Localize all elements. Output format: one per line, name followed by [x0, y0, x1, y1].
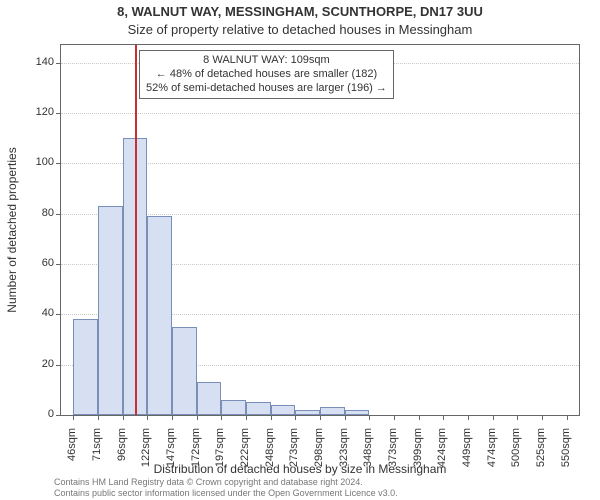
xtick-label: 550sqm	[560, 428, 572, 488]
ytick-label: 120	[14, 106, 54, 118]
ytick-label: 140	[14, 56, 54, 68]
gridline-h	[61, 113, 579, 114]
histogram-bar	[345, 410, 370, 415]
xtick-label: 197sqm	[214, 428, 226, 488]
xtick-mark	[295, 415, 296, 420]
plot-area: 8 WALNUT WAY: 109sqm← 48% of detached ho…	[60, 44, 580, 416]
histogram-chart: 8, WALNUT WAY, MESSINGHAM, SCUNTHORPE, D…	[0, 0, 600, 500]
xtick-label: 46sqm	[66, 428, 78, 488]
xtick-mark	[369, 415, 370, 420]
xtick-label: 222sqm	[239, 428, 251, 488]
histogram-bar	[172, 327, 197, 415]
xtick-mark	[542, 415, 543, 420]
histogram-bar	[221, 400, 246, 415]
histogram-bar	[197, 382, 222, 415]
ytick-mark	[56, 365, 61, 366]
xtick-label: 122sqm	[140, 428, 152, 488]
xtick-mark	[246, 415, 247, 420]
xtick-mark	[221, 415, 222, 420]
chart-title-1: 8, WALNUT WAY, MESSINGHAM, SCUNTHORPE, D…	[0, 4, 600, 19]
annotation-line: ← 48% of detached houses are smaller (18…	[146, 68, 387, 82]
xtick-mark	[98, 415, 99, 420]
chart-title-2: Size of property relative to detached ho…	[0, 22, 600, 37]
reference-line	[135, 45, 137, 415]
histogram-bar	[295, 410, 320, 415]
ytick-mark	[56, 163, 61, 164]
xtick-label: 474sqm	[486, 428, 498, 488]
xtick-label: 323sqm	[338, 428, 350, 488]
xtick-mark	[567, 415, 568, 420]
xtick-label: 348sqm	[362, 428, 374, 488]
ytick-mark	[56, 214, 61, 215]
ytick-label: 60	[14, 257, 54, 269]
xtick-label: 273sqm	[288, 428, 300, 488]
ytick-label: 80	[14, 207, 54, 219]
histogram-bar	[320, 407, 345, 415]
histogram-bar	[98, 206, 123, 415]
xtick-mark	[493, 415, 494, 420]
xtick-label: 399sqm	[412, 428, 424, 488]
xtick-mark	[419, 415, 420, 420]
xtick-label: 147sqm	[165, 428, 177, 488]
xtick-mark	[271, 415, 272, 420]
xtick-label: 424sqm	[436, 428, 448, 488]
annotation-line: 8 WALNUT WAY: 109sqm	[146, 54, 387, 68]
xtick-label: 71sqm	[91, 428, 103, 488]
xtick-mark	[468, 415, 469, 420]
histogram-bar	[271, 405, 296, 415]
xtick-mark	[147, 415, 148, 420]
xtick-mark	[73, 415, 74, 420]
xtick-mark	[197, 415, 198, 420]
xtick-label: 298sqm	[313, 428, 325, 488]
histogram-bar	[73, 319, 98, 415]
ytick-label: 40	[14, 307, 54, 319]
xtick-label: 500sqm	[510, 428, 522, 488]
annotation-line: 52% of semi-detached houses are larger (…	[146, 82, 387, 96]
xtick-mark	[517, 415, 518, 420]
xtick-label: 373sqm	[387, 428, 399, 488]
ytick-mark	[56, 113, 61, 114]
y-axis-label: Number of detached properties	[5, 147, 19, 312]
xtick-label: 172sqm	[190, 428, 202, 488]
histogram-bar	[147, 216, 172, 415]
xtick-mark	[172, 415, 173, 420]
ytick-mark	[56, 264, 61, 265]
ytick-mark	[56, 415, 61, 416]
xtick-label: 96sqm	[116, 428, 128, 488]
xtick-mark	[394, 415, 395, 420]
xtick-label: 449sqm	[461, 428, 473, 488]
xtick-mark	[345, 415, 346, 420]
xtick-mark	[123, 415, 124, 420]
ytick-mark	[56, 314, 61, 315]
ytick-label: 20	[14, 358, 54, 370]
xtick-mark	[443, 415, 444, 420]
footnote-line-2: Contains public sector information licen…	[54, 488, 398, 498]
xtick-label: 525sqm	[535, 428, 547, 488]
histogram-bar	[246, 402, 271, 415]
ytick-label: 0	[14, 408, 54, 420]
xtick-label: 248sqm	[264, 428, 276, 488]
annotation-box: 8 WALNUT WAY: 109sqm← 48% of detached ho…	[139, 50, 394, 99]
ytick-label: 100	[14, 156, 54, 168]
xtick-mark	[320, 415, 321, 420]
ytick-mark	[56, 63, 61, 64]
